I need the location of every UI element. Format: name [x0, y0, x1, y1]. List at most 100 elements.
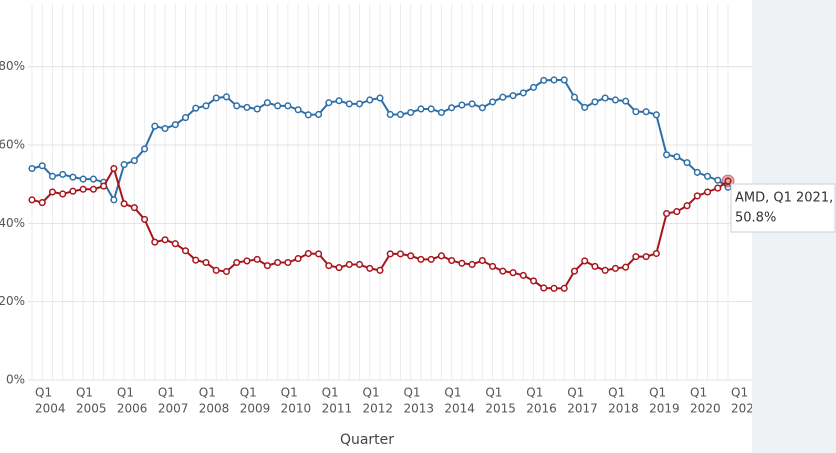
x-tick-label: Q1 [485, 386, 502, 400]
point [489, 98, 497, 106]
point [38, 162, 46, 170]
x-tick-label: 2017 [567, 402, 598, 416]
point [141, 215, 149, 223]
x-tick-label: 2019 [649, 402, 680, 416]
point [315, 110, 323, 118]
point [345, 260, 353, 269]
y-tick-label: 40% [0, 216, 25, 230]
point [652, 249, 660, 258]
point [570, 267, 579, 275]
point [396, 110, 405, 118]
point [202, 258, 210, 267]
point [304, 249, 312, 258]
point [48, 188, 57, 196]
tooltip: AMD, Q1 2021, 50.8% [721, 174, 836, 233]
point [458, 101, 466, 109]
point [69, 187, 77, 195]
point [233, 102, 241, 110]
point [212, 266, 220, 274]
x-tick-label: 2015 [485, 402, 516, 416]
point [622, 97, 630, 105]
point [120, 200, 128, 208]
point [28, 164, 36, 173]
point [407, 108, 415, 117]
x-tick-label: Q1 [281, 386, 298, 400]
tooltip-box [730, 183, 836, 233]
point [550, 284, 558, 292]
x-tick-label: 2012 [363, 402, 394, 416]
point [478, 256, 486, 265]
point [110, 196, 118, 204]
point [38, 199, 46, 207]
point [355, 260, 364, 269]
x-tick-label: 2004 [35, 402, 66, 416]
point [59, 190, 67, 198]
y-tick-label: 0% [6, 373, 25, 387]
point [417, 105, 425, 113]
point [632, 108, 640, 116]
point [181, 114, 190, 122]
point [673, 208, 681, 216]
point [550, 76, 558, 84]
point [130, 157, 138, 165]
point [417, 255, 425, 263]
point [683, 202, 691, 210]
point [325, 262, 333, 270]
point [161, 236, 169, 244]
point [263, 262, 271, 270]
point [499, 267, 507, 275]
point [468, 260, 476, 269]
point [130, 204, 138, 212]
point [89, 175, 97, 183]
point [663, 151, 671, 159]
point [509, 269, 517, 277]
x-tick-label: 2008 [199, 402, 230, 416]
x-tick-label: Q1 [690, 386, 707, 400]
point [253, 255, 261, 263]
point [202, 102, 210, 110]
point [222, 267, 231, 276]
point [632, 253, 640, 261]
point [468, 100, 476, 108]
point [28, 196, 36, 204]
point [100, 182, 108, 190]
point [376, 94, 384, 102]
point [581, 103, 589, 111]
x-tick-label: Q1 [649, 386, 666, 400]
point [366, 264, 374, 272]
point [570, 93, 579, 101]
point [110, 164, 118, 173]
point [714, 176, 722, 184]
y-tick-label: 80% [0, 59, 25, 73]
x-tick-label: Q1 [322, 386, 339, 400]
point [703, 172, 712, 180]
point [274, 258, 282, 267]
x-tick-label: Q1 [567, 386, 584, 400]
point [703, 188, 712, 196]
point [294, 106, 302, 114]
point [59, 170, 67, 178]
plot: Q1 2004 Q1 2005 Q1 2006 Q1 2007 Q1 2008 Q1 2009 Q1 20… [28, 4, 752, 416]
point [581, 257, 589, 265]
x-axis-title: Quarter [340, 432, 394, 448]
point [519, 271, 527, 279]
x-tick-label: Q1 [158, 386, 175, 400]
x-tick-label: 2020 [690, 402, 721, 416]
point [489, 262, 497, 270]
point [714, 184, 722, 192]
point [540, 284, 548, 292]
x-tick-label: 2018 [608, 402, 639, 416]
point [663, 209, 671, 218]
point [233, 258, 241, 267]
point [642, 108, 650, 116]
x-tick-label: Q1 [403, 386, 420, 400]
x-tick-label: Q1 [76, 386, 93, 400]
point [89, 185, 97, 193]
point [396, 250, 405, 258]
point [161, 125, 169, 133]
point [222, 93, 231, 101]
x-tick-label: 2010 [281, 402, 312, 416]
point [151, 122, 159, 130]
point [458, 259, 466, 267]
x-tick-label: Q1 [731, 386, 748, 400]
